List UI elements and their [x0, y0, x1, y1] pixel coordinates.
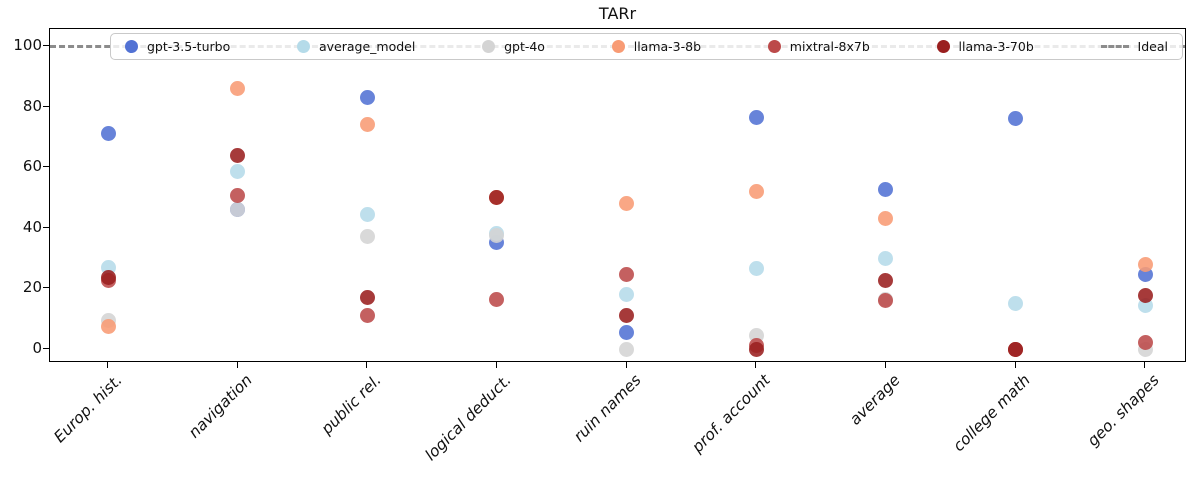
legend: gpt-3.5-turbo average_model gpt-4o llama-3-…	[110, 33, 1183, 60]
legend-label: average_model	[318, 39, 416, 54]
dot-gpt-3.5-turbo-Europ-hist-	[100, 126, 116, 142]
x-tick-label: college math	[949, 371, 1034, 456]
x-tick-mark	[107, 362, 108, 368]
y-tick-label: 40	[22, 217, 42, 236]
dot-llama-3-8b-Europ-hist-	[100, 318, 116, 334]
dot-gpt-4o-logical-deduct-	[489, 227, 505, 243]
dot-llama-3-70b-public-rel-	[359, 289, 375, 305]
dot-llama-3-70b-logical-deduct-	[489, 190, 505, 205]
x-tick-label: ruin names	[569, 371, 645, 446]
legend-marker-icon	[125, 40, 138, 53]
dot-llama-3-70b-geo-shapes	[1137, 288, 1153, 304]
dot-gpt-3.5-turbo-college-math	[1008, 111, 1024, 127]
dot-gpt-4o-navigation	[230, 202, 246, 218]
x-tick-label: geo. shapes	[1084, 371, 1163, 450]
legend-label: gpt-3.5-turbo	[147, 39, 231, 54]
x-tick-mark	[366, 362, 368, 368]
y-tick-label: 20	[22, 278, 42, 297]
legend-label: llama-3-8b	[633, 39, 702, 54]
dot-gpt-3.5-turbo-prof-account	[748, 109, 764, 125]
dot-gpt-3.5-turbo-ruin-names	[619, 324, 635, 340]
legend-marker-icon	[767, 40, 781, 53]
dot-llama-3-8b-navigation	[230, 80, 246, 96]
y-tick-mark	[43, 166, 49, 168]
dot-llama-3-8b-public-rel-	[359, 117, 375, 133]
x-tick-label: logical deduct.	[421, 371, 515, 465]
dot-llama-3-8b-prof-account	[748, 183, 764, 199]
dot-gpt-3.5-turbo-average	[878, 182, 894, 198]
legend-label: gpt-4o	[504, 39, 545, 54]
x-tick-mark	[625, 362, 627, 368]
legend-label: Ideal	[1137, 39, 1168, 54]
dot-llama-3-70b-college-math	[1008, 341, 1024, 357]
plot-area	[49, 28, 1186, 362]
y-tick-mark	[43, 226, 49, 228]
y-tick-label: 0	[32, 339, 42, 357]
x-tick-mark	[755, 362, 757, 368]
x-tick-mark	[236, 362, 238, 368]
x-tick-mark	[1014, 362, 1016, 368]
dot-average_model-navigation	[230, 164, 246, 180]
legend-item-average-model: average_model	[296, 39, 416, 54]
legend-marker-icon	[482, 40, 496, 53]
dot-mixtral-8x7b-public-rel-	[359, 308, 375, 324]
dot-mixtral-8x7b-logical-deduct-	[489, 291, 505, 307]
legend-marker-icon	[936, 40, 950, 53]
y-tick-mark	[43, 348, 49, 349]
dot-llama-3-70b-prof-account	[748, 341, 764, 357]
x-tick-label: prof. account	[688, 371, 774, 457]
x-tick-label: public rel.	[318, 371, 386, 438]
dot-llama-3-8b-ruin-names	[619, 196, 635, 212]
dot-mixtral-8x7b-navigation	[230, 188, 246, 204]
dot-average_model-average	[878, 250, 894, 266]
chart-title: TARr	[598, 4, 637, 23]
legend-label: mixtral-8x7b	[789, 39, 870, 54]
x-tick-label: navigation	[184, 371, 256, 442]
y-tick-label: 80	[22, 96, 42, 115]
y-tick-mark	[43, 105, 49, 107]
x-tick-label: Europ. hist.	[50, 371, 126, 447]
legend-item-gpt-4o: gpt-4o	[482, 39, 545, 54]
dot-gpt-4o-ruin-names	[619, 341, 635, 357]
legend-dash-icon	[1100, 45, 1129, 48]
y-tick-label: 100	[13, 36, 42, 54]
legend-item-llama-3-8b: llama-3-8b	[611, 39, 702, 54]
y-tick-mark	[43, 287, 49, 289]
x-tick-mark	[1144, 362, 1146, 368]
dot-llama-3-8b-average	[878, 211, 894, 227]
x-tick-label: average	[846, 371, 904, 429]
dot-mixtral-8x7b-ruin-names	[619, 267, 635, 283]
legend-marker-icon	[296, 40, 310, 53]
legend-item-llama-3-70b: llama-3-70b	[936, 39, 1034, 54]
dot-mixtral-8x7b-geo-shapes	[1137, 335, 1153, 351]
dot-gpt-4o-public-rel-	[359, 229, 375, 245]
dot-llama-3-70b-ruin-names	[619, 308, 635, 324]
dot-gpt-3.5-turbo-public-rel-	[359, 90, 375, 105]
legend-label: llama-3-70b	[958, 39, 1034, 54]
dot-llama-3-70b-average	[878, 273, 894, 289]
dot-average_model-prof-account	[748, 261, 764, 277]
legend-item-mixtral-8x7b: mixtral-8x7b	[767, 39, 870, 54]
x-tick-mark	[495, 362, 497, 368]
legend-marker-icon	[611, 40, 625, 53]
dot-llama-3-70b-Europ-hist-	[100, 270, 116, 286]
legend-item-gpt-3-5-turbo: gpt-3.5-turbo	[125, 39, 230, 54]
legend-item-Ideal: Ideal	[1100, 39, 1168, 54]
dot-mixtral-8x7b-average	[878, 293, 894, 309]
dot-average_model-public-rel-	[359, 206, 375, 222]
y-tick-mark	[43, 45, 49, 46]
dot-llama-3-8b-geo-shapes	[1137, 256, 1153, 272]
dot-average_model-college-math	[1008, 296, 1024, 312]
dot-average_model-ruin-names	[619, 286, 635, 302]
dot-llama-3-70b-navigation	[230, 147, 246, 163]
x-tick-mark	[884, 362, 886, 368]
y-tick-label: 60	[22, 157, 42, 176]
